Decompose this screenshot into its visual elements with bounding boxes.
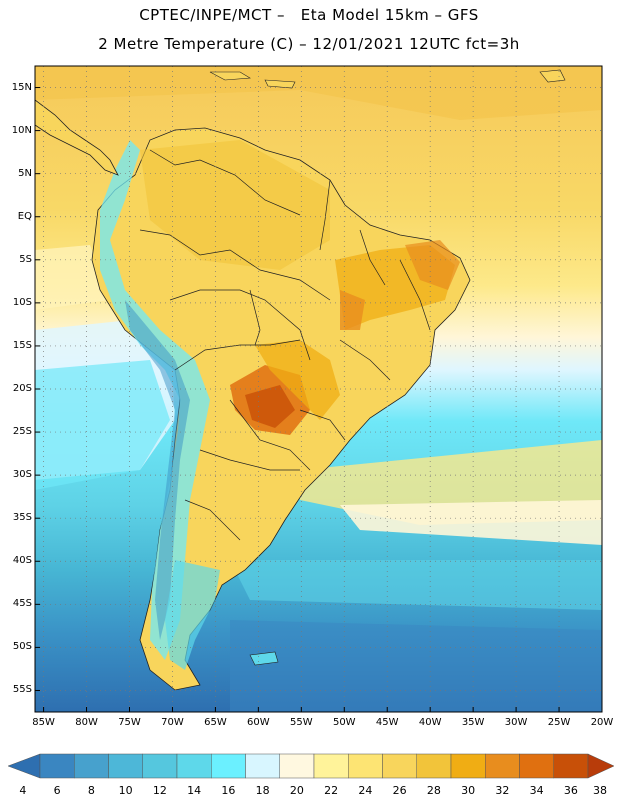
colorbar-segment	[348, 753, 383, 779]
colorbar-segment	[39, 753, 75, 779]
colorbar-segment	[382, 753, 417, 779]
colorbar-segment	[142, 753, 178, 779]
colorbar-right-arrow	[587, 753, 615, 779]
lon-label: 45W	[375, 717, 399, 728]
map-subtitle: 2 Metre Temperature (C) – 12/01/2021 12U…	[98, 35, 520, 53]
map-title: CPTEC/INPE/MCT – Eta Model 15km – GFS	[139, 6, 479, 24]
colorbar-label: 12	[152, 784, 167, 797]
map-frame	[34, 65, 603, 713]
colorbar-label: 16	[221, 784, 236, 797]
map-gridlines	[35, 66, 603, 712]
lat-label: 40S	[12, 555, 32, 567]
colorbar-segment	[553, 753, 589, 779]
hot-spot-central-brazil	[255, 340, 340, 420]
central-america-landmass	[35, 99, 119, 176]
country-borders	[139, 149, 431, 541]
colorbar-segment	[416, 753, 452, 779]
lat-label: 50S	[12, 641, 32, 653]
colorbar-label: 34	[529, 784, 544, 797]
colorbar-label: 24	[358, 784, 373, 797]
colorbar-segment	[108, 753, 143, 779]
lon-label: 70W	[161, 717, 184, 728]
lon-label: 75W	[118, 717, 141, 728]
colorbar-label: 38	[593, 784, 607, 797]
lat-label: 15S	[12, 339, 32, 351]
lon-label: 80W	[75, 717, 98, 728]
lon-label: 65W	[204, 717, 227, 728]
colorbar-label: 20	[289, 784, 304, 797]
lat-label: 10S	[12, 296, 32, 308]
colorbar-segment	[211, 753, 246, 779]
colorbar-label: 14	[187, 784, 202, 797]
lon-label: 20W	[590, 717, 614, 728]
temperature-colorbar	[7, 753, 615, 779]
lon-label: 35W	[461, 717, 485, 728]
colorbar-label: 8	[87, 784, 95, 797]
lat-label: 45S	[12, 598, 32, 610]
colorbar-label: 18	[255, 784, 270, 797]
colorbar-label: 10	[118, 784, 133, 797]
colorbar-label: 26	[392, 784, 407, 797]
colorbar-segment	[279, 753, 315, 779]
lat-label: 15N	[11, 81, 32, 93]
colorbar-segment	[485, 753, 520, 779]
lat-label: 30S	[12, 469, 32, 481]
map-field	[35, 66, 602, 712]
lat-label: 5S	[19, 253, 32, 265]
colorbar-label: 32	[495, 784, 510, 797]
colorbar-label: 36	[563, 784, 578, 797]
lon-label: 50W	[332, 717, 356, 728]
lat-label: 35S	[12, 512, 32, 524]
lon-label: 55W	[290, 717, 313, 728]
lon-label: 60W	[247, 717, 270, 728]
colorbar-segment	[519, 753, 554, 779]
lat-label: 10N	[11, 124, 32, 136]
colorbar-label: 6	[53, 784, 61, 797]
colorbar-label: 4	[19, 784, 27, 797]
colorbar-segment	[74, 753, 109, 779]
colorbar-segment	[245, 753, 280, 779]
lat-label: 55S	[12, 684, 32, 696]
lat-label: 20S	[12, 383, 32, 394]
colorbar-label: 22	[324, 784, 339, 797]
lat-label: EQ	[17, 210, 32, 222]
lon-label: 25W	[547, 717, 571, 728]
colorbar-segment	[176, 753, 212, 779]
colorbar-segment	[450, 753, 486, 779]
colorbar-segment	[313, 753, 349, 779]
colorbar-left-arrow	[7, 753, 41, 779]
lon-label: 40W	[418, 717, 442, 728]
andes-cool-strip	[100, 140, 210, 660]
lon-label: 30W	[504, 717, 528, 728]
colorbar-label: 30	[461, 784, 476, 797]
lon-label: 85W	[32, 717, 55, 728]
colorbar-label: 28	[426, 784, 441, 797]
lat-label: 25S	[12, 426, 32, 438]
lat-label: 5N	[18, 167, 32, 179]
